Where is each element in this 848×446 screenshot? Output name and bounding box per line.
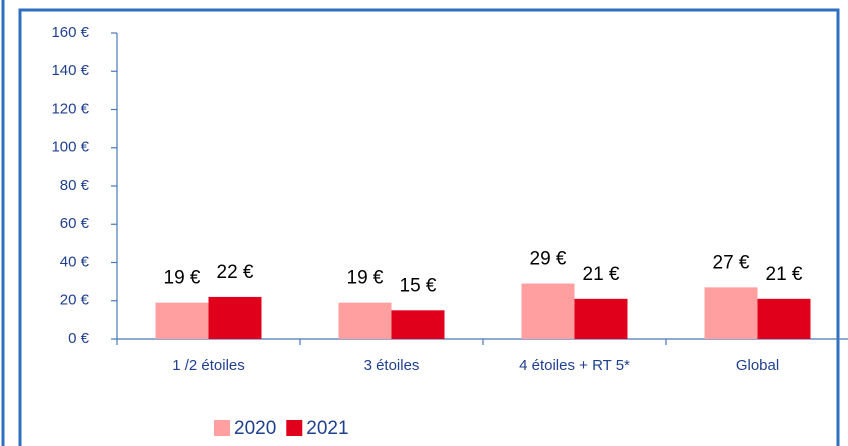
y-tick-label: 100 € bbox=[51, 139, 89, 156]
bar bbox=[155, 302, 209, 339]
x-tick-label: 1 /2 étoiles bbox=[172, 357, 245, 374]
x-tick-label: 3 étoiles bbox=[364, 357, 420, 374]
bar bbox=[757, 298, 811, 339]
y-tick-label: 40 € bbox=[60, 253, 90, 270]
value-label: 19 € bbox=[164, 268, 201, 289]
y-tick-label: 60 € bbox=[60, 215, 90, 232]
value-label: 22 € bbox=[217, 262, 254, 283]
y-tick-label: 20 € bbox=[60, 292, 90, 309]
bar bbox=[391, 310, 445, 339]
value-label: 19 € bbox=[347, 268, 384, 289]
value-label: 27 € bbox=[713, 252, 750, 273]
bar bbox=[704, 287, 758, 339]
value-label: 21 € bbox=[766, 264, 803, 285]
y-tick-label: 160 € bbox=[51, 24, 89, 41]
bar bbox=[574, 298, 628, 339]
chart-frame bbox=[18, 8, 840, 446]
value-label: 21 € bbox=[583, 264, 620, 285]
x-tick-label: Global bbox=[736, 357, 779, 374]
x-tick-label: 4 étoiles + RT 5* bbox=[519, 357, 630, 374]
y-tick-label: 140 € bbox=[51, 62, 89, 79]
bar bbox=[338, 302, 392, 339]
bar bbox=[521, 283, 575, 339]
legend-swatch bbox=[286, 420, 303, 436]
y-tick-label: 0 € bbox=[68, 330, 90, 347]
y-tick-label: 120 € bbox=[51, 100, 89, 117]
y-tick-label: 80 € bbox=[60, 177, 90, 194]
bar bbox=[208, 296, 262, 339]
legend-swatch bbox=[214, 420, 230, 436]
value-label: 29 € bbox=[530, 249, 567, 270]
legend-label: 2020 bbox=[234, 418, 276, 439]
legend-label: 2021 bbox=[306, 418, 348, 439]
value-label: 15 € bbox=[400, 275, 437, 296]
